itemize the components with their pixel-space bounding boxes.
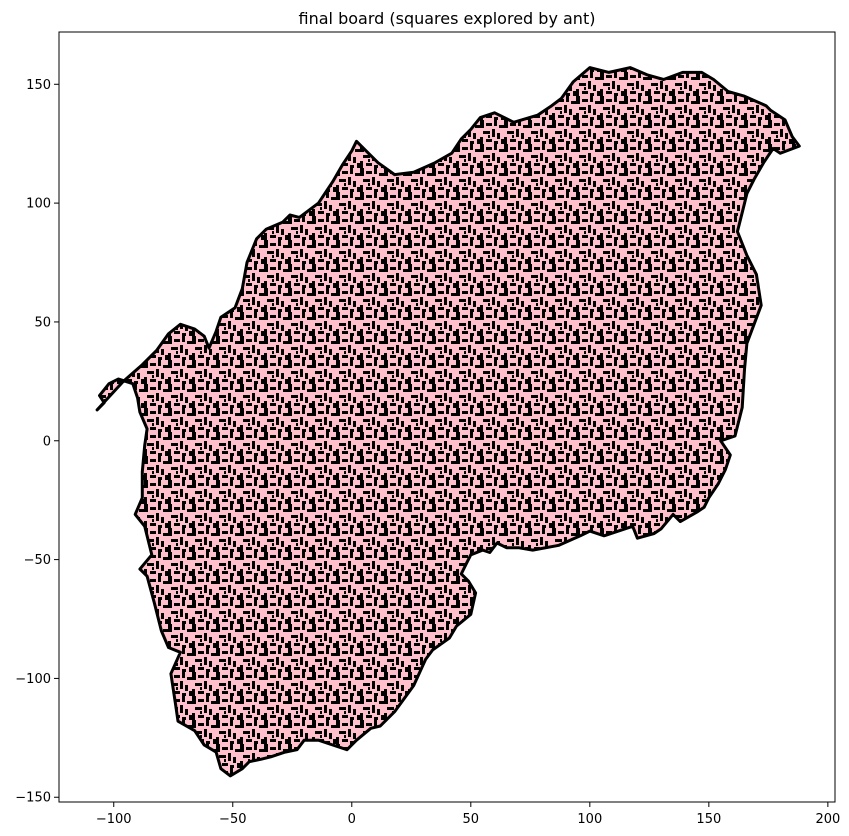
y-tick-label: −100 [15, 672, 51, 687]
y-tick-label: 0 [43, 434, 51, 449]
chart-title: final board (squares explored by ant) [299, 9, 596, 28]
y-tick-label: 100 [26, 197, 51, 212]
x-tick-label: 100 [577, 812, 602, 827]
x-tick-label: 50 [463, 812, 480, 827]
y-tick-label: −150 [15, 791, 51, 806]
y-tick-label: −50 [24, 553, 51, 568]
plot-area [95, 66, 801, 778]
y-tick-label: 50 [34, 315, 51, 330]
x-axis: −100 −50 0 50 100 150 200 [96, 802, 840, 827]
x-tick-label: −50 [219, 812, 246, 827]
axes-frame [58, 31, 836, 803]
y-axis: −150 −100 −50 0 50 100 150 [15, 78, 59, 806]
x-tick-label: 0 [348, 812, 356, 827]
y-tick-label: 150 [26, 78, 51, 93]
x-tick-label: 150 [696, 812, 721, 827]
explored-region [95, 66, 801, 778]
x-tick-label: 200 [815, 812, 840, 827]
x-tick-label: −100 [96, 812, 132, 827]
